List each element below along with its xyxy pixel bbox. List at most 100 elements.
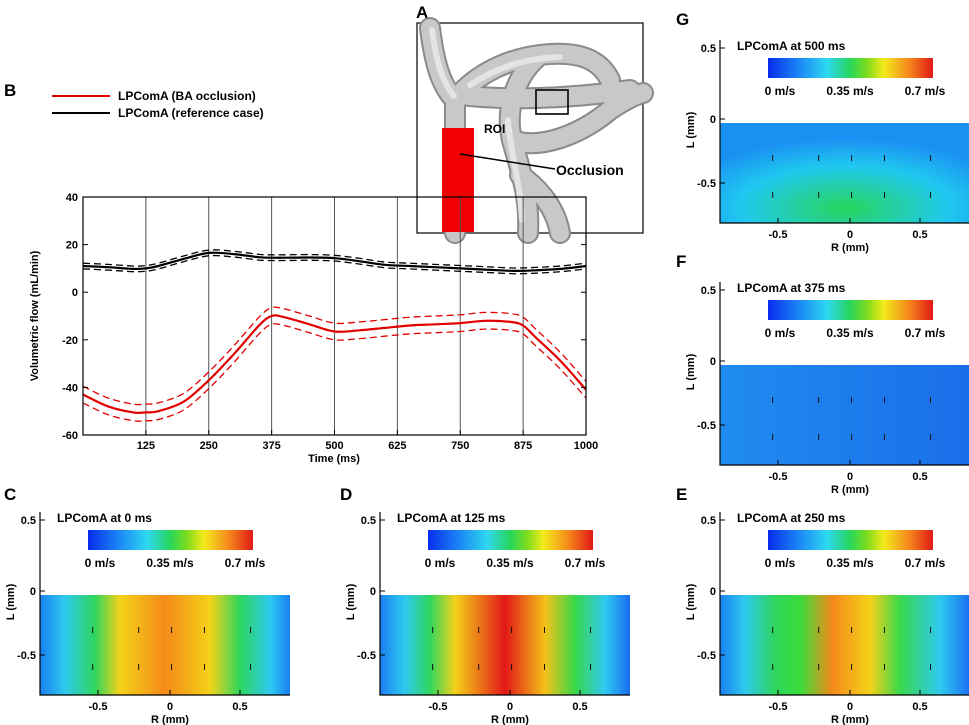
series-reference-upper-bound (82, 249, 587, 269)
legend-label-occlusion: LPComA (BA occlusion) (118, 89, 256, 103)
velocity-field-c (40, 595, 290, 695)
vel-f-y-tick-label: -0.5 (697, 420, 716, 432)
panel-c-letter: C (4, 485, 16, 504)
vel-e-title: LPComA at 250 ms (737, 511, 846, 525)
vel-c-x-tick-label: -0.5 (89, 701, 108, 713)
vel-f-colorbar-label: 0.7 m/s (905, 326, 946, 340)
vel-d-y-tick-label: 0.5 (361, 515, 376, 527)
vel-e-y-axis-label: L (mm) (685, 583, 697, 620)
vel-c-y-tick-label: 0.5 (21, 515, 36, 527)
chart-y-tick-label: -40 (62, 382, 78, 394)
chart-legend: LPComA (BA occlusion) LPComA (reference … (52, 89, 264, 120)
series-occlusion-upper-bound (82, 306, 587, 406)
chart-y-tick-label: 0 (72, 287, 78, 299)
vel-c-y-tick-label: 0 (30, 586, 36, 598)
vel-e-x-axis-label: R (mm) (831, 714, 869, 725)
roi-label: ROI (484, 122, 505, 136)
vel-d-y-tick-label: -0.5 (357, 650, 376, 662)
vel-e-y-tick-label: 0 (710, 586, 716, 598)
velocity-panel-c: C 0.5 0 -0.5 -0.5 0 0.5 R (mm) L (mm) LPComA at 0… (4, 485, 290, 725)
panel-d-letter: D (340, 485, 352, 504)
vel-d-colorbar-label: 0.7 m/s (565, 556, 606, 570)
panel-f-letter: F (676, 252, 686, 271)
vel-f-x-tick-label: 0 (847, 471, 853, 483)
vel-g-x-tick-label: -0.5 (769, 229, 788, 241)
vel-c-axes (39, 512, 290, 696)
roi-box (535, 89, 569, 115)
vel-f-y-tick-label: 0 (710, 356, 716, 368)
vel-f-axes (719, 282, 969, 466)
velocity-field-e (720, 595, 969, 695)
chart-x-tick-label: 625 (388, 440, 406, 452)
vel-f-x-tick-label: -0.5 (769, 471, 788, 483)
velocity-field-g (720, 123, 969, 223)
series-occlusion-lower-bound (82, 323, 587, 422)
vel-e-colorbar-label: 0 m/s (765, 556, 796, 570)
vel-f-x-axis-label: R (mm) (831, 484, 869, 496)
chart-x-axis-label: Time (ms) (308, 453, 360, 465)
vel-g-colorbar (768, 58, 933, 78)
panel-a-letter: A (416, 3, 428, 22)
vel-f-title: LPComA at 375 ms (737, 281, 846, 295)
vel-d-x-tick-label: 0 (507, 701, 513, 713)
vel-d-y-tick-label: 0 (370, 586, 376, 598)
chart-x-tick-label: 125 (137, 440, 155, 452)
vel-g-colorbar-label: 0 m/s (765, 84, 796, 98)
occlusion-label: Occlusion (556, 162, 624, 178)
vel-f-colorbar (768, 300, 933, 320)
vel-c-y-tick-label: -0.5 (17, 650, 36, 662)
vel-e-axes (719, 512, 969, 696)
series-reference-line (82, 251, 587, 273)
occlusion-pointer (459, 153, 556, 170)
vel-f-y-tick-label: 0.5 (701, 285, 716, 297)
vel-g-y-tick-label: -0.5 (697, 178, 716, 190)
vel-d-colorbar-label: 0.35 m/s (486, 556, 534, 570)
chart-x-tick-label: 875 (514, 440, 532, 452)
chart-x-tick-label: 250 (200, 440, 218, 452)
chart-x-tick-label: 375 (262, 440, 280, 452)
vel-g-title: LPComA at 500 ms (737, 39, 846, 53)
vel-d-colorbar-label: 0 m/s (425, 556, 456, 570)
vel-f-colorbar-label: 0.35 m/s (826, 326, 874, 340)
vel-e-x-tick-label: 0.5 (912, 701, 927, 713)
vel-c-x-tick-label: 0 (167, 701, 173, 713)
vel-e-colorbar (768, 530, 933, 550)
legend-label-reference: LPComA (reference case) (118, 106, 264, 120)
velocity-field-f (720, 365, 969, 465)
vel-g-x-tick-label: 0.5 (912, 229, 927, 241)
vel-e-x-tick-label: -0.5 (769, 701, 788, 713)
vel-f-y-axis-label: L (mm) (685, 353, 697, 390)
vel-c-title: LPComA at 0 ms (57, 511, 152, 525)
vel-g-x-axis-label: R (mm) (831, 242, 869, 254)
series-reference-lower-bound (82, 254, 587, 275)
chart-x-tick-label: 500 (325, 440, 343, 452)
vel-g-x-tick-label: 0 (847, 229, 853, 241)
vel-g-y-tick-label: 0 (710, 114, 716, 126)
chart-x-tick-label: 1000 (574, 440, 598, 452)
chart-y-tick-label: -20 (62, 335, 78, 347)
chart-y-tick-label: 20 (66, 240, 78, 252)
vel-g-y-axis-label: L (mm) (685, 111, 697, 148)
vel-d-x-tick-label: -0.5 (429, 701, 448, 713)
chart-x-tick-label: 750 (451, 440, 469, 452)
chart-y-tick-label: -60 (62, 430, 78, 442)
occlusion-region (442, 128, 474, 232)
vel-c-y-axis-label: L (mm) (5, 583, 17, 620)
vel-c-colorbar (88, 530, 253, 550)
vel-d-colorbar (428, 530, 593, 550)
panel-b-chart: B LPComA (BA occlusion) LPComA (referenc… (4, 81, 598, 465)
vel-d-y-axis-label: L (mm) (345, 583, 357, 620)
panel-g-letter: G (676, 10, 689, 29)
vel-c-x-tick-label: 0.5 (232, 701, 247, 713)
chart-y-axis-label: Volumetric flow (mL/min) (29, 250, 41, 381)
vel-c-colorbar-label: 0.35 m/s (146, 556, 194, 570)
panel-b-letter: B (4, 81, 16, 100)
series-occlusion-line (82, 314, 587, 414)
vel-c-colorbar-label: 0 m/s (85, 556, 116, 570)
velocity-panel-d: D 0.5 0 -0.5 -0.5 0 0.5 R (mm) L (mm) LPComA at 1… (340, 485, 630, 725)
vel-e-colorbar-label: 0.35 m/s (826, 556, 874, 570)
vel-f-colorbar-label: 0 m/s (765, 326, 796, 340)
panel-e-letter: E (676, 485, 687, 504)
